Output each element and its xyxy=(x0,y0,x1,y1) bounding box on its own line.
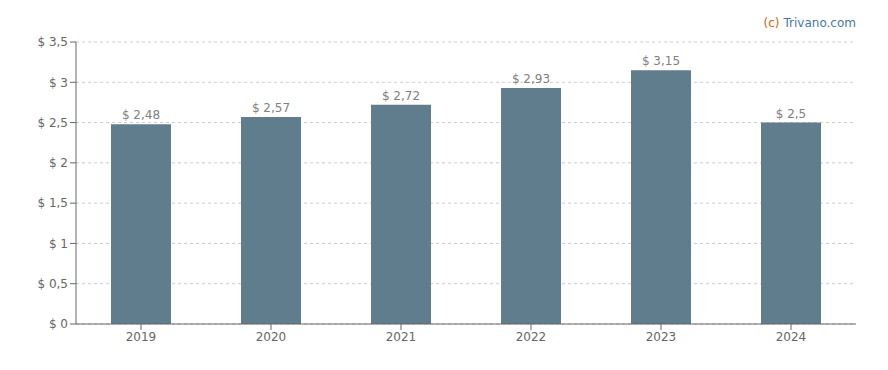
svg-text:$ 2,5: $ 2,5 xyxy=(37,116,68,130)
svg-text:$ 1,5: $ 1,5 xyxy=(37,196,68,210)
svg-text:$ 0,5: $ 0,5 xyxy=(37,277,68,291)
svg-text:2022: 2022 xyxy=(516,330,547,344)
html-text:(c) Trivano.com: (c) Trivano.com xyxy=(763,16,856,30)
svg-text:2023: 2023 xyxy=(646,330,677,344)
svg-text:$ 3,5: $ 3,5 xyxy=(37,35,68,49)
svg-text:$ 3,15: $ 3,15 xyxy=(642,54,680,68)
svg-text:$ 1: $ 1 xyxy=(49,237,68,251)
svg-text:$ 3: $ 3 xyxy=(49,76,68,90)
svg-text:2021: 2021 xyxy=(386,330,417,344)
svg-text:2020: 2020 xyxy=(256,330,287,344)
svg-text:$ 2,72: $ 2,72 xyxy=(382,89,420,103)
svg-text:$ 0: $ 0 xyxy=(49,317,68,331)
svg-text:2024: 2024 xyxy=(776,330,807,344)
svg-text:$ 2: $ 2 xyxy=(49,156,68,170)
svg-text:$ 2,5: $ 2,5 xyxy=(776,107,807,121)
svg-text:$ 2,93: $ 2,93 xyxy=(512,72,550,86)
svg-text:$ 2,48: $ 2,48 xyxy=(122,108,160,122)
svg-text:2019: 2019 xyxy=(126,330,157,344)
svg-text:$ 2,57: $ 2,57 xyxy=(252,101,290,115)
